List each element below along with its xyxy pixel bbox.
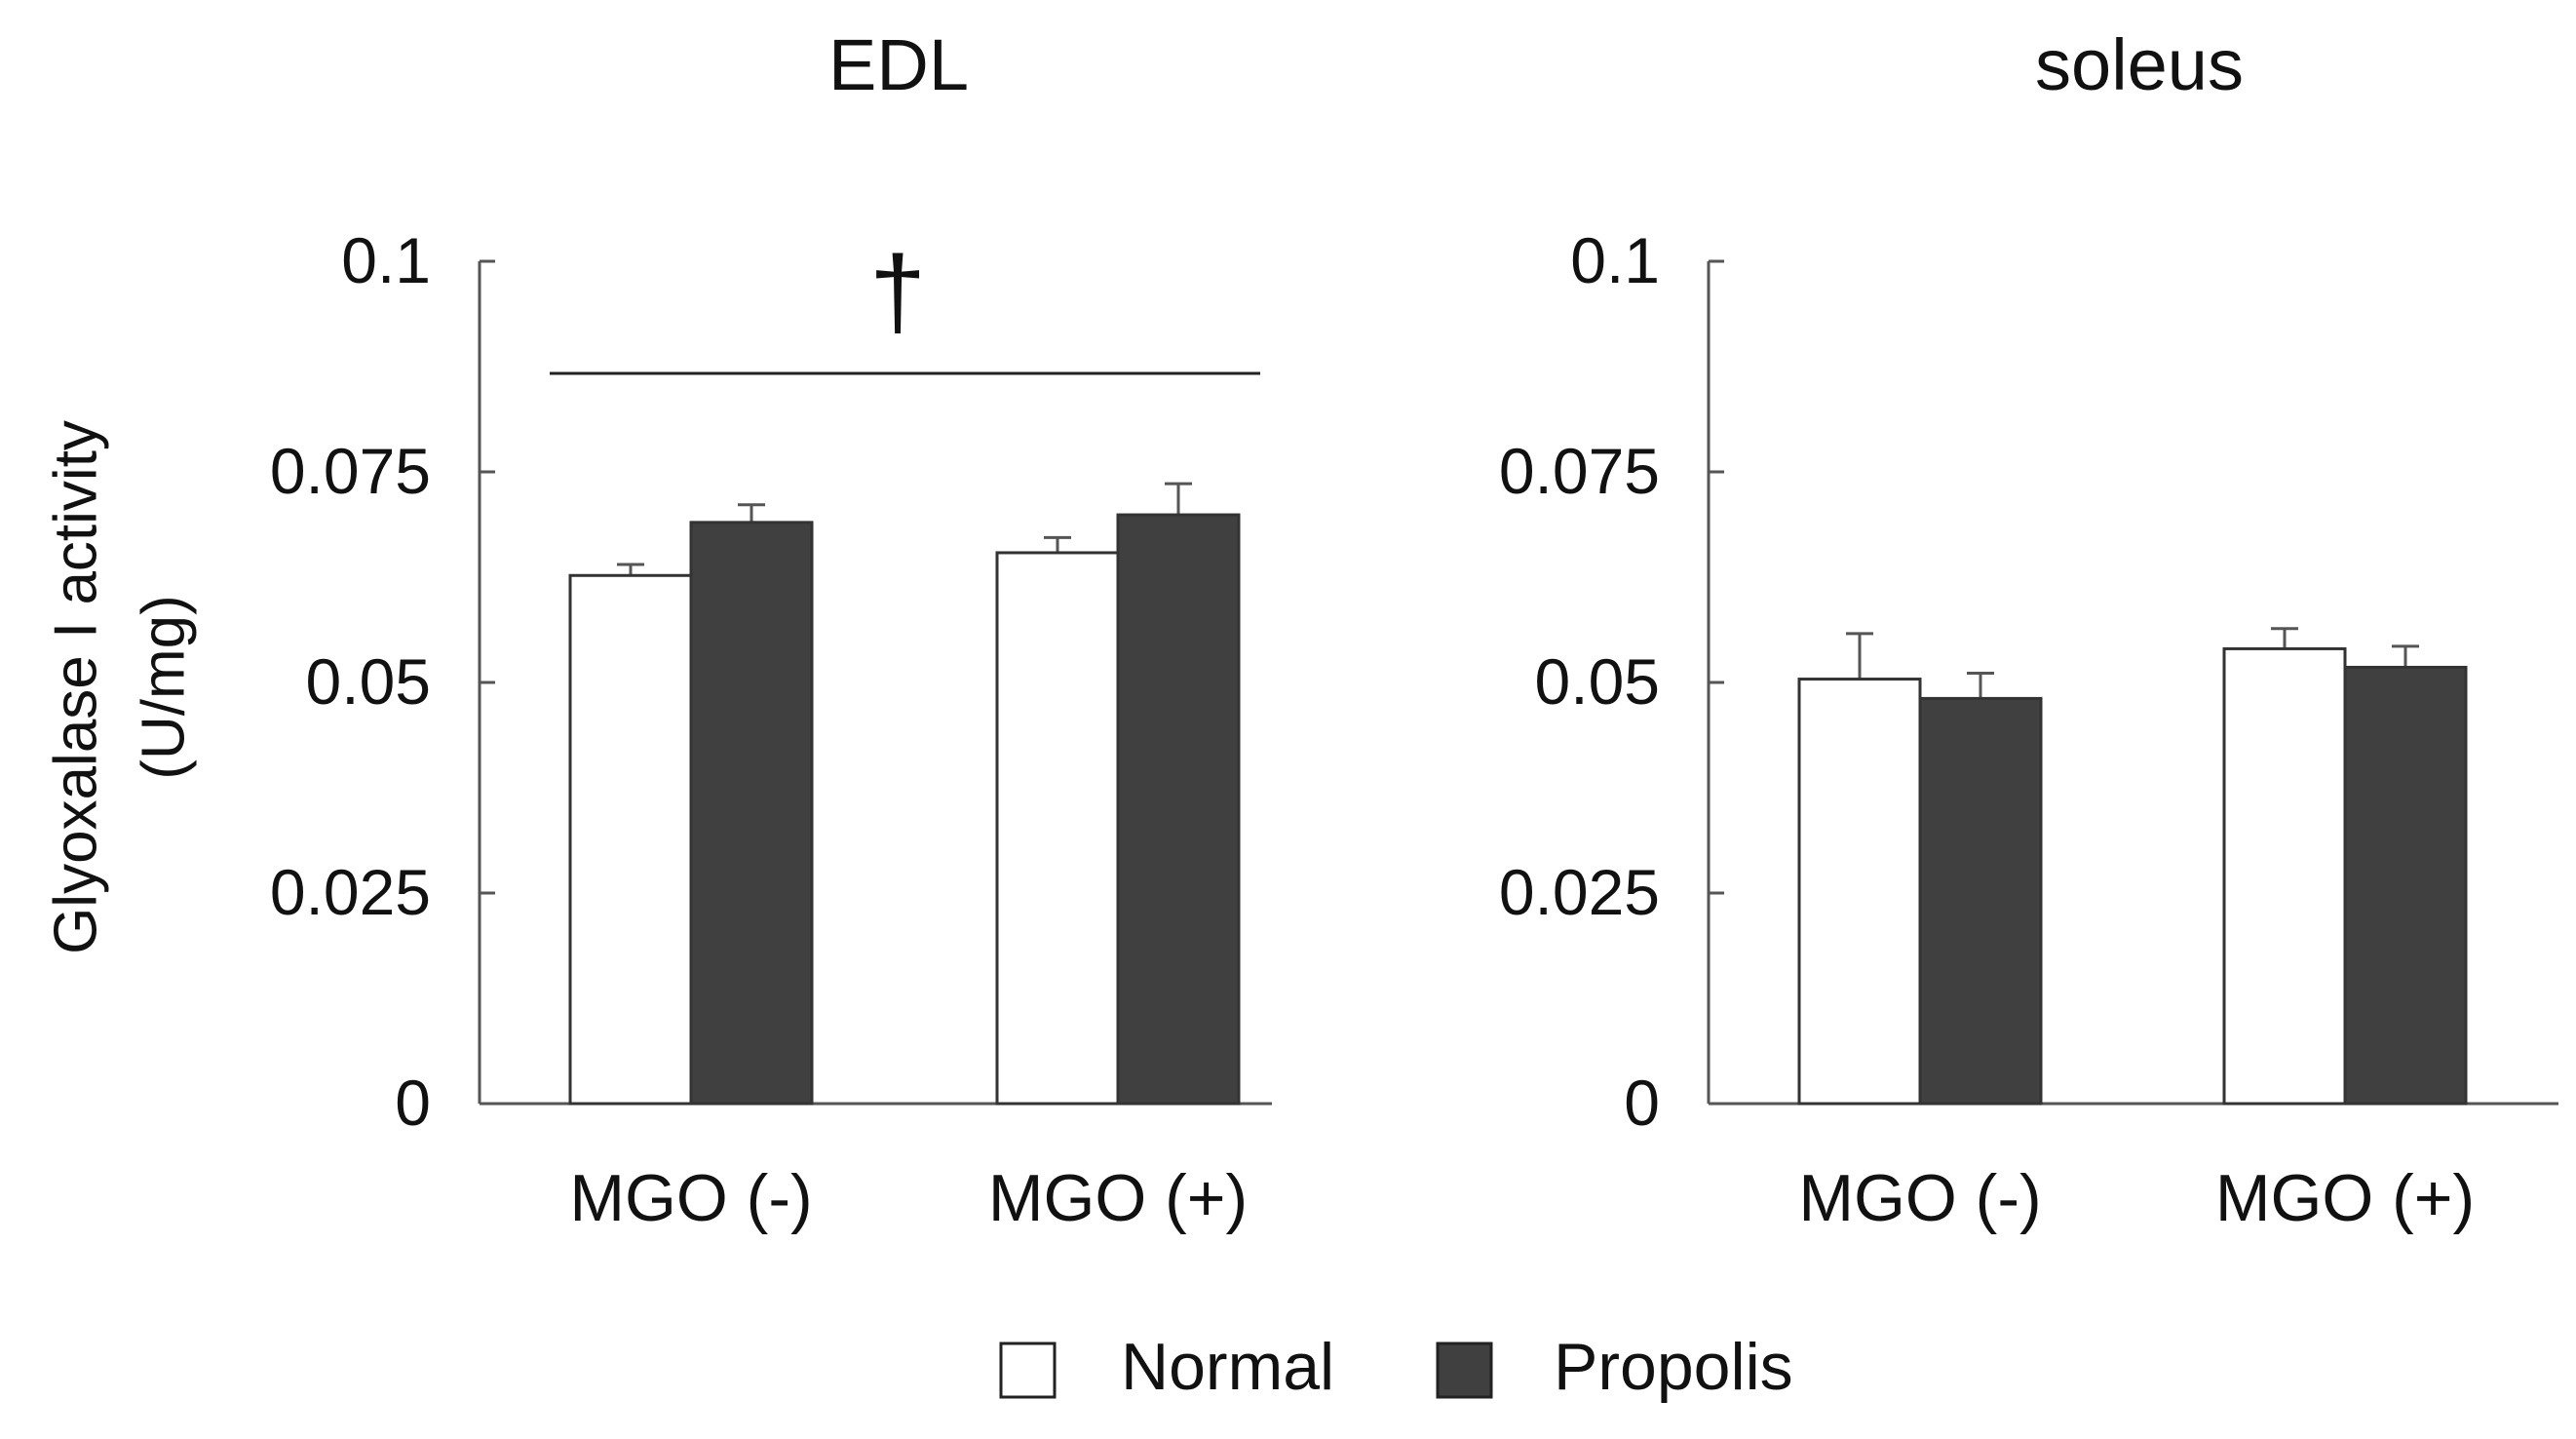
- bar-normal: [995, 551, 1120, 1106]
- legend: Normal Propolis: [999, 1330, 1793, 1404]
- y-tick-label: 0.075: [270, 435, 431, 507]
- y-tick-label: 0: [395, 1067, 431, 1139]
- legend-swatch-propolis: [1436, 1342, 1493, 1399]
- y-tick-label: 0.1: [341, 224, 431, 296]
- y-tick-label: 0.075: [1499, 435, 1660, 507]
- y-tick-label: 0.1: [1570, 224, 1660, 296]
- edl-panel: EDL 0 0.025 0.05 0.075 0.1 MGO (-) MGO (+) †: [270, 24, 1272, 1235]
- y-tick-label: 0.025: [270, 856, 431, 928]
- bar-normal: [2222, 646, 2347, 1106]
- bar-propolis: [1918, 696, 2043, 1106]
- panel-title: EDL: [828, 24, 969, 105]
- y-axis-label-line1: Glyoxalase I activity: [42, 420, 109, 954]
- soleus-panel: soleus 0 0.025 0.05 0.075 0.1 MGO (-) MGO (+): [1499, 24, 2558, 1235]
- panel-title: soleus: [2035, 24, 2244, 105]
- legend-label-normal: Normal: [1121, 1330, 1334, 1404]
- bar-propolis: [689, 521, 814, 1106]
- x-tick-label: MGO (-): [569, 1161, 812, 1235]
- y-tick-label: 0.05: [1535, 645, 1660, 718]
- significance-marker: †: [869, 236, 926, 349]
- y-tick-label: 0: [1624, 1067, 1660, 1139]
- bar-propolis: [1116, 513, 1241, 1106]
- legend-swatch-normal: [999, 1342, 1057, 1399]
- x-tick-label: MGO (+): [2215, 1161, 2475, 1235]
- legend-label-propolis: Propolis: [1554, 1330, 1793, 1404]
- y-tick-label: 0.025: [1499, 856, 1660, 928]
- x-tick-label: MGO (+): [988, 1161, 1248, 1235]
- y-tick-label: 0.05: [306, 645, 431, 718]
- y-axis-label-line2: (U/mg): [130, 595, 197, 779]
- bar-normal: [1797, 678, 1922, 1106]
- x-tick-label: MGO (-): [1798, 1161, 2041, 1235]
- bar-normal: [568, 573, 693, 1106]
- bar-propolis: [2343, 665, 2468, 1106]
